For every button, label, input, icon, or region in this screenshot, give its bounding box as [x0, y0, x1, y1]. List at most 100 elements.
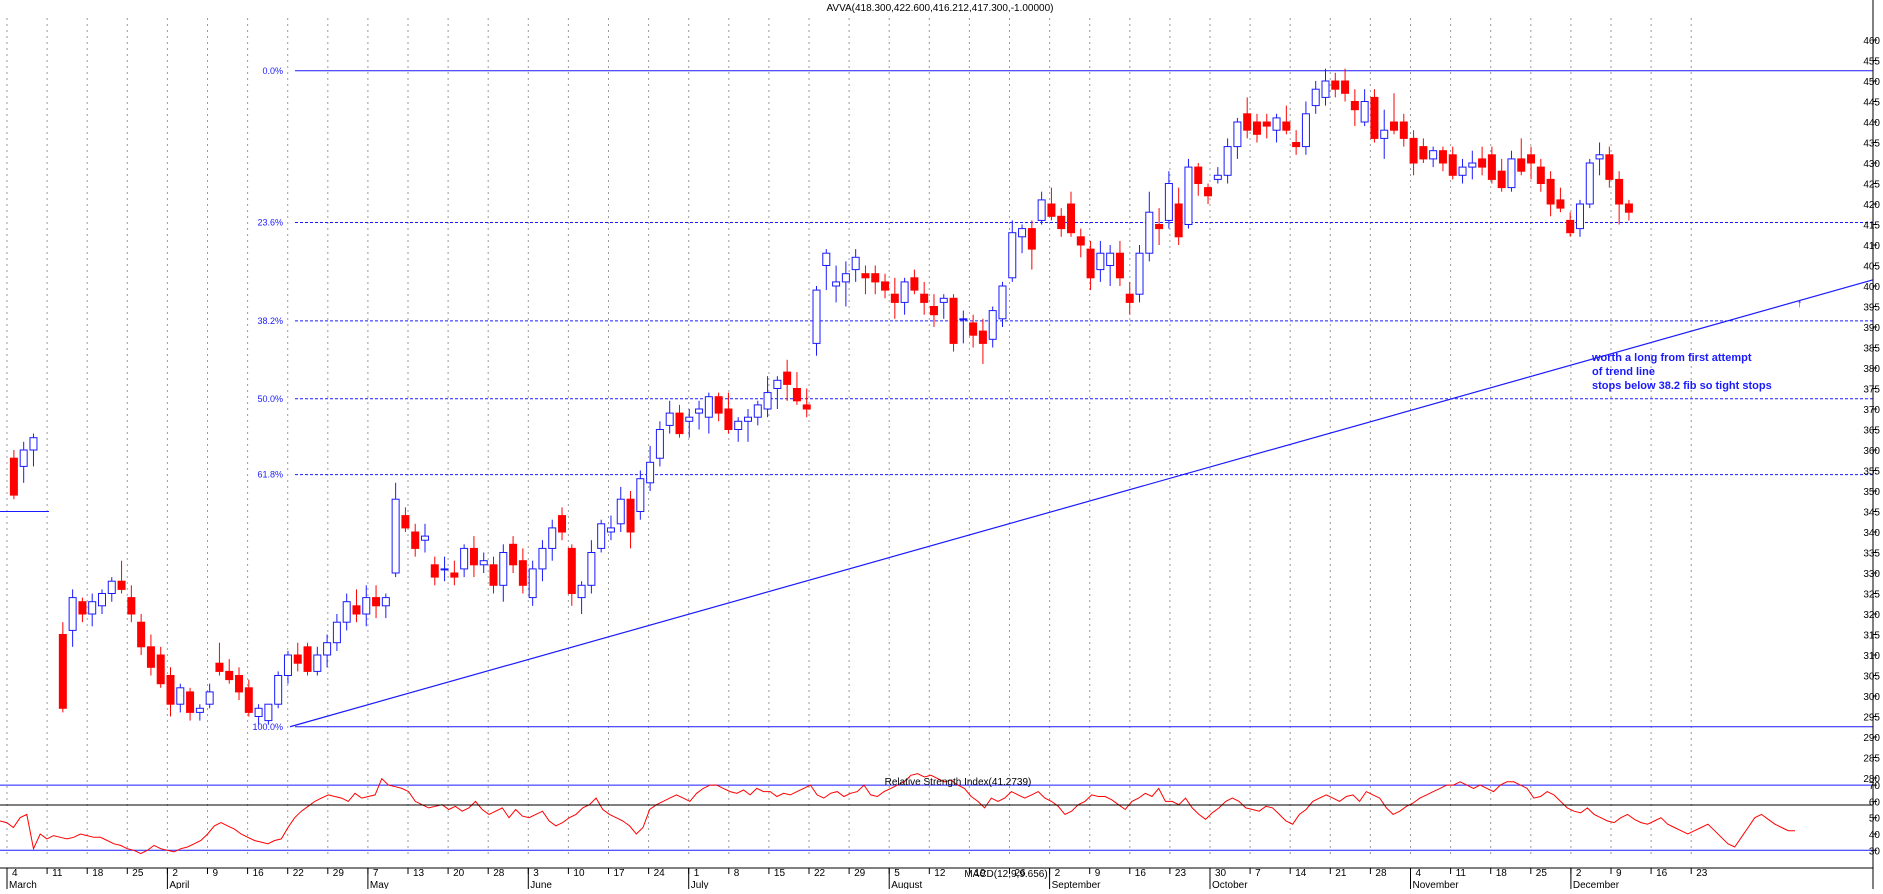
- rsi-y-tick-label: 60: [1869, 797, 1881, 808]
- candle-body: [538, 547, 547, 570]
- candle-body: [969, 322, 978, 336]
- y-tick-label: 405: [1863, 262, 1880, 273]
- y-tick-label: 395: [1863, 303, 1880, 314]
- candle-body: [1301, 113, 1310, 148]
- candle-body: [587, 552, 596, 586]
- candle-body: [646, 461, 655, 484]
- candle-body: [117, 580, 126, 590]
- x-tick-label: 12: [934, 868, 946, 879]
- y-tick-label: 300: [1863, 692, 1880, 703]
- y-tick-label: 345: [1863, 508, 1880, 519]
- y-tick-label: 420: [1863, 200, 1880, 211]
- candle-body: [616, 498, 625, 525]
- candle-body: [9, 457, 18, 496]
- x-tick-label: 24: [654, 868, 666, 879]
- candle-body: [107, 580, 116, 595]
- candle-body: [1018, 228, 1027, 238]
- candle-body: [1076, 236, 1085, 246]
- y-tick-label: 355: [1863, 467, 1880, 478]
- x-tick-label: 18: [1496, 868, 1508, 879]
- macd-title: MACD(12,9,9.656): [964, 869, 1047, 880]
- y-tick-label: 440: [1863, 118, 1880, 129]
- candle-body: [783, 371, 792, 385]
- candle-body: [900, 281, 909, 303]
- candle-body: [1311, 88, 1320, 107]
- x-tick-label: 29: [854, 868, 866, 879]
- y-tick-label: 305: [1863, 672, 1880, 683]
- candle-body: [1262, 121, 1271, 127]
- candle-body: [1341, 80, 1350, 94]
- candle-body: [1350, 101, 1359, 111]
- y-tick-label: 370: [1863, 405, 1880, 416]
- fib-label: 38.2%: [257, 316, 283, 326]
- y-tick-label: 385: [1863, 344, 1880, 355]
- candle-body: [822, 252, 831, 266]
- x-tick-label: 29: [333, 868, 345, 879]
- x-tick-label: 2: [1055, 868, 1061, 879]
- candle-body: [851, 256, 860, 271]
- candle-body: [1605, 154, 1614, 180]
- x-tick-label: 4: [12, 868, 18, 879]
- x-tick-label: 2: [172, 868, 178, 879]
- x-tick-label: 30: [1215, 868, 1227, 879]
- candle-body: [518, 560, 527, 586]
- candle-body: [920, 293, 929, 303]
- x-tick-label: 25: [132, 868, 144, 879]
- x-tick-label: 22: [814, 868, 826, 879]
- candle-body: [1252, 121, 1261, 135]
- candle-body: [68, 597, 77, 631]
- candle-body: [176, 687, 185, 705]
- candle-body: [1145, 211, 1154, 254]
- month-label: October: [1212, 880, 1248, 889]
- candle-body: [1595, 154, 1604, 160]
- candle-body: [1566, 219, 1575, 234]
- candle-body: [548, 527, 557, 549]
- x-tick-label: 2: [1576, 868, 1582, 879]
- candle-body: [303, 646, 312, 672]
- y-tick-label: 340: [1863, 528, 1880, 539]
- annotation-line-3: stops below 38.2 fib so tight stops: [1592, 380, 1772, 392]
- y-tick-label: 380: [1863, 364, 1880, 375]
- y-tick-label: 390: [1863, 323, 1880, 334]
- candle-body: [1487, 154, 1496, 180]
- x-tick-label: 26: [1015, 868, 1027, 879]
- arrow-up-icon: ↑: [1797, 298, 1803, 310]
- candle-body: [1448, 154, 1457, 176]
- candle-body: [929, 306, 938, 316]
- x-tick-label: 8: [734, 868, 740, 879]
- candle-body: [264, 703, 273, 722]
- candle-body: [1497, 170, 1506, 189]
- x-tick-label: 11: [1456, 868, 1467, 879]
- y-tick-label: 360: [1863, 446, 1880, 457]
- candle-body: [792, 388, 801, 402]
- candle-body: [665, 412, 674, 426]
- x-tick-label: 3: [533, 868, 539, 879]
- candle-body: [489, 564, 498, 586]
- candle-body: [1115, 252, 1124, 279]
- candle-body: [890, 293, 899, 303]
- candle-body: [1409, 137, 1418, 164]
- rsi-y-tick-label: 50: [1869, 814, 1881, 825]
- candle-body: [1527, 154, 1536, 164]
- candle-body: [626, 498, 635, 533]
- x-tick-label: 17: [614, 868, 626, 879]
- y-tick-label: 320: [1863, 610, 1880, 621]
- month-label: March: [9, 880, 37, 889]
- month-label: August: [891, 880, 922, 889]
- x-tick-label: 25: [1536, 868, 1548, 879]
- candle-body: [411, 531, 420, 549]
- y-tick-label: 335: [1863, 549, 1880, 560]
- candle-body: [166, 675, 175, 705]
- candle-body: [1458, 166, 1467, 176]
- candle-body: [558, 515, 567, 533]
- y-tick-label: 290: [1863, 733, 1880, 744]
- candle-body: [1135, 252, 1144, 295]
- x-tick-label: 23: [1696, 868, 1708, 879]
- candle-body: [381, 597, 390, 607]
- candle-body: [1243, 113, 1252, 131]
- x-tick-label: 7: [373, 868, 379, 879]
- candle-body: [1272, 117, 1281, 131]
- candle-body: [1057, 215, 1066, 230]
- month-label: April: [169, 880, 189, 889]
